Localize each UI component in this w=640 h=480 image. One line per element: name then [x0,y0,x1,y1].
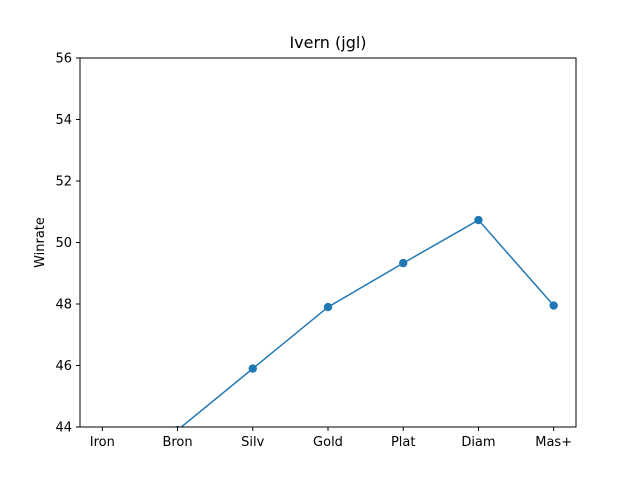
y-tick-label: 48 [55,298,72,313]
series-layer [174,215,558,427]
x-tick-label: Silv [241,435,264,450]
plot-frame [79,57,577,428]
y-tick-label: 44 [55,421,72,436]
x-tick-label: Diam [461,435,495,450]
y-tick-label: 50 [55,236,72,251]
data-point [323,302,333,312]
x-tick-label: Plat [391,435,416,450]
x-tick-label: Gold [313,435,343,450]
y-tick-label: 54 [55,113,72,128]
ticks-layer: Iron Bron Silv Gold Plat Diam Mas+ 44 46 48 50 52 54… [55,52,572,451]
data-point [474,215,483,225]
y-tick-label: 56 [55,52,72,67]
data-point [399,258,408,268]
x-tick-label: Iron [90,435,115,450]
y-tick-label: 46 [55,359,72,374]
series-line [180,219,555,427]
data-point [248,364,257,373]
y-tick-label: 52 [55,175,72,190]
x-tick-label: Bron [162,435,192,450]
y-axis-label: Winrate [33,217,48,268]
data-point [549,301,558,310]
chart-title: Ivern (jgl) [289,33,366,52]
x-tick-label: Mas+ [535,435,572,450]
